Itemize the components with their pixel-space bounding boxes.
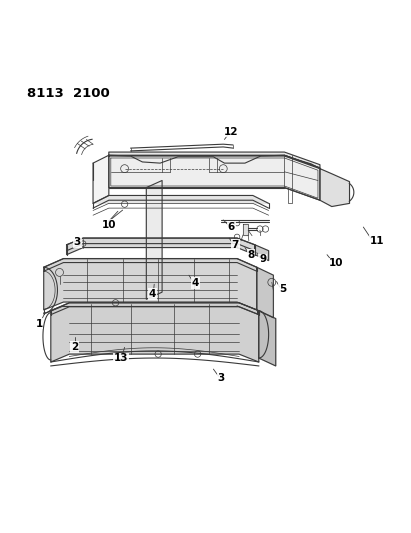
Text: 1: 1 bbox=[35, 319, 43, 329]
Polygon shape bbox=[51, 303, 259, 362]
Polygon shape bbox=[259, 311, 276, 366]
Text: 5: 5 bbox=[279, 284, 286, 294]
Text: 8113  2100: 8113 2100 bbox=[27, 87, 110, 100]
Text: 11: 11 bbox=[370, 236, 384, 246]
Polygon shape bbox=[44, 259, 257, 310]
Polygon shape bbox=[44, 259, 257, 271]
Text: 10: 10 bbox=[328, 259, 343, 268]
Text: 8: 8 bbox=[247, 249, 254, 260]
Polygon shape bbox=[243, 224, 248, 235]
Polygon shape bbox=[67, 238, 255, 255]
Polygon shape bbox=[109, 152, 320, 168]
Text: 12: 12 bbox=[224, 126, 238, 136]
Polygon shape bbox=[93, 196, 269, 204]
Text: 13: 13 bbox=[113, 353, 128, 364]
Text: 3: 3 bbox=[74, 237, 81, 247]
Text: 4: 4 bbox=[192, 278, 199, 288]
Text: 6: 6 bbox=[228, 222, 235, 232]
Polygon shape bbox=[257, 267, 273, 318]
Polygon shape bbox=[255, 245, 269, 261]
Polygon shape bbox=[51, 303, 259, 314]
Polygon shape bbox=[109, 156, 320, 200]
Text: 9: 9 bbox=[259, 254, 266, 264]
Text: 10: 10 bbox=[102, 220, 116, 230]
Text: 4: 4 bbox=[148, 289, 156, 299]
Text: 2: 2 bbox=[71, 342, 78, 352]
Text: 7: 7 bbox=[231, 240, 239, 250]
Polygon shape bbox=[67, 238, 255, 251]
Polygon shape bbox=[320, 168, 349, 206]
Polygon shape bbox=[146, 181, 162, 299]
Text: 3: 3 bbox=[218, 373, 225, 383]
Polygon shape bbox=[93, 155, 109, 204]
